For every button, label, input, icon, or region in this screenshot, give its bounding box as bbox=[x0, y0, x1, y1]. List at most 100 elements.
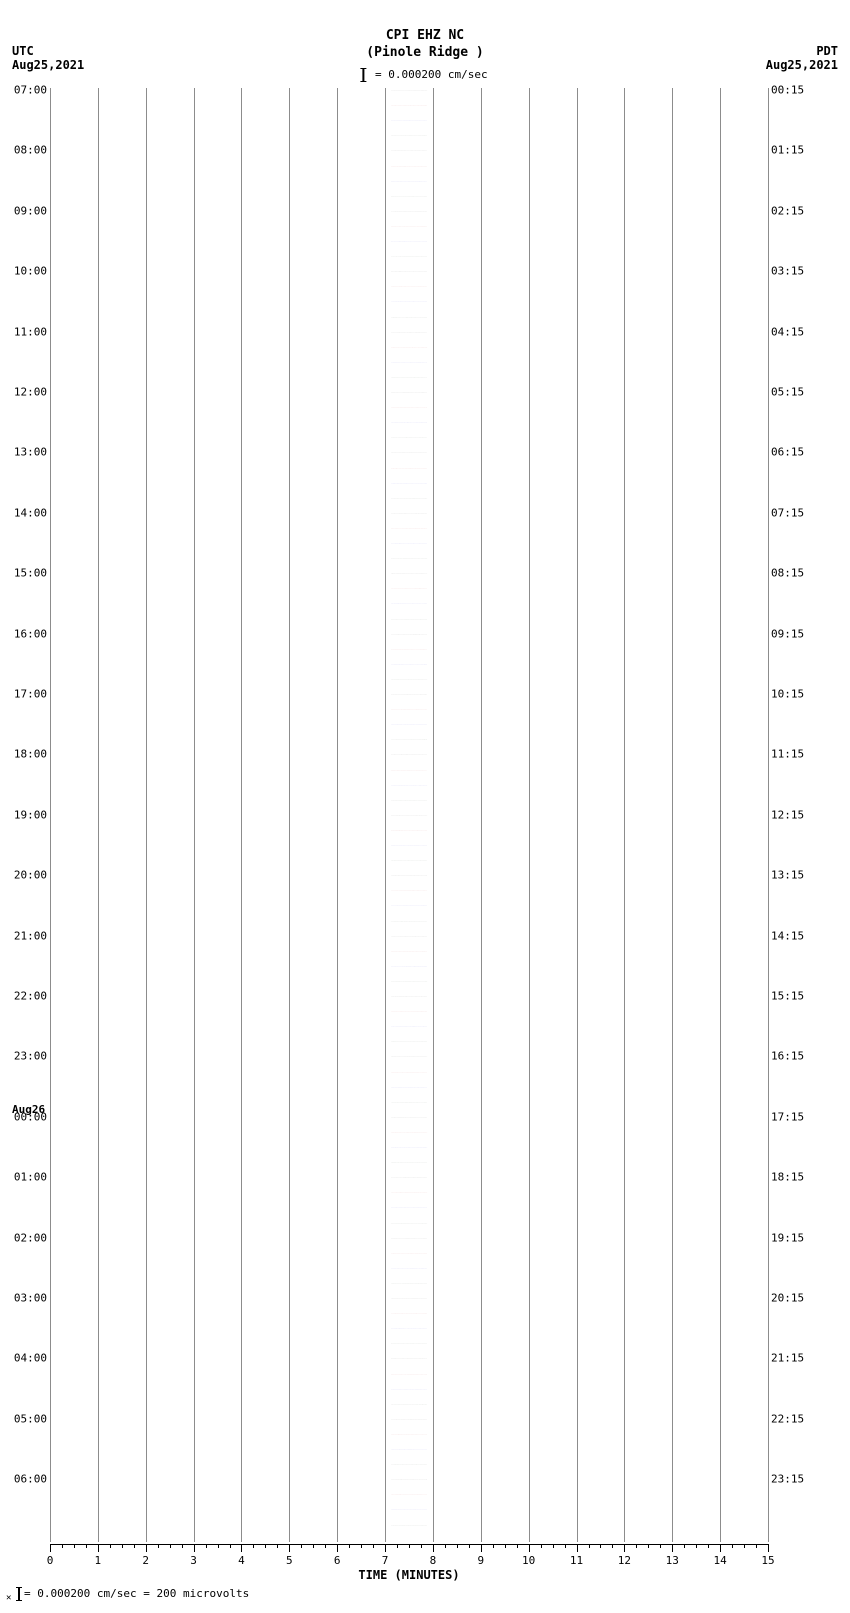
x-tick bbox=[98, 1544, 99, 1552]
time-label-utc: 18:00 bbox=[14, 748, 47, 761]
header: CPI EHZ NC (Pinole Ridge ) bbox=[0, 28, 850, 62]
seismic-trace bbox=[50, 120, 768, 121]
x-tick-label: 13 bbox=[666, 1554, 679, 1567]
footer-scale: ✕ = 0.000200 cm/sec = 200 microvolts bbox=[6, 1587, 249, 1603]
seismic-trace bbox=[50, 1102, 768, 1103]
x-tick-minor bbox=[361, 1544, 362, 1548]
seismic-trace bbox=[50, 347, 768, 348]
x-tick bbox=[720, 1544, 721, 1552]
time-label-utc: 22:00 bbox=[14, 990, 47, 1003]
x-tick-minor bbox=[696, 1544, 697, 1548]
seismic-trace bbox=[50, 377, 768, 378]
time-label-utc: 16:00 bbox=[14, 627, 47, 640]
seismic-trace bbox=[50, 1268, 768, 1269]
x-axis-title: TIME (MINUTES) bbox=[358, 1568, 459, 1582]
seismic-trace bbox=[50, 815, 768, 816]
seismic-trace bbox=[50, 1328, 768, 1329]
time-label-utc: 07:00 bbox=[14, 84, 47, 97]
x-tick-minor bbox=[206, 1544, 207, 1548]
x-tick-minor bbox=[409, 1544, 410, 1548]
x-tick-minor bbox=[86, 1544, 87, 1548]
seismic-trace bbox=[50, 1464, 768, 1465]
seismic-trace bbox=[50, 211, 768, 212]
x-tick-label: 2 bbox=[142, 1554, 149, 1567]
x-tick-minor bbox=[756, 1544, 757, 1548]
seismic-trace bbox=[50, 770, 768, 771]
seismic-trace bbox=[50, 1358, 768, 1359]
tz-right: PDT bbox=[816, 44, 838, 58]
x-tick-label: 4 bbox=[238, 1554, 245, 1567]
seismic-trace bbox=[50, 921, 768, 922]
time-label-utc: 13:00 bbox=[14, 446, 47, 459]
seismic-trace bbox=[50, 845, 768, 846]
seismic-trace bbox=[50, 1162, 768, 1163]
time-label-utc: 21:00 bbox=[14, 929, 47, 942]
x-tick-minor bbox=[684, 1544, 685, 1548]
seismic-trace bbox=[50, 890, 768, 891]
seismic-trace bbox=[50, 1404, 768, 1405]
x-tick-minor bbox=[600, 1544, 601, 1548]
seismic-trace bbox=[50, 362, 768, 363]
x-tick-minor bbox=[230, 1544, 231, 1548]
seismic-trace bbox=[50, 256, 768, 257]
time-label-pdt: 14:15 bbox=[771, 929, 804, 942]
time-label-pdt: 21:15 bbox=[771, 1352, 804, 1365]
seismic-trace bbox=[50, 301, 768, 302]
time-label-utc: 15:00 bbox=[14, 567, 47, 580]
seismic-trace bbox=[50, 966, 768, 967]
x-tick-label: 7 bbox=[382, 1554, 389, 1567]
seismic-trace bbox=[50, 332, 768, 333]
amplitude-scale: = 0.000200 cm/sec bbox=[362, 68, 487, 82]
x-tick-minor bbox=[732, 1544, 733, 1548]
seismic-trace bbox=[50, 1434, 768, 1435]
x-tick-label: 9 bbox=[477, 1554, 484, 1567]
seismic-trace bbox=[50, 603, 768, 604]
x-tick-minor bbox=[457, 1544, 458, 1548]
seismic-trace bbox=[50, 754, 768, 755]
time-label-pdt: 13:15 bbox=[771, 869, 804, 882]
x-tick-minor bbox=[445, 1544, 446, 1548]
footer-text: = 0.000200 cm/sec = 200 microvolts bbox=[24, 1587, 249, 1600]
seismic-trace bbox=[50, 1147, 768, 1148]
time-label-pdt: 03:15 bbox=[771, 265, 804, 278]
x-tick-label: 0 bbox=[47, 1554, 54, 1567]
seismic-trace bbox=[50, 739, 768, 740]
x-tick-minor bbox=[134, 1544, 135, 1548]
x-tick-minor bbox=[469, 1544, 470, 1548]
x-tick bbox=[337, 1544, 338, 1552]
seismic-trace bbox=[50, 1298, 768, 1299]
seismic-trace bbox=[50, 1374, 768, 1375]
seismic-trace bbox=[50, 860, 768, 861]
seismic-trace bbox=[50, 1132, 768, 1133]
seismic-trace bbox=[50, 392, 768, 393]
seismic-trace bbox=[50, 166, 768, 167]
time-label-pdt: 09:15 bbox=[771, 627, 804, 640]
x-tick bbox=[768, 1544, 769, 1552]
time-label-utc: 05:00 bbox=[14, 1412, 47, 1425]
time-label-pdt: 08:15 bbox=[771, 567, 804, 580]
time-label-utc: 10:00 bbox=[14, 265, 47, 278]
time-label-pdt: 23:15 bbox=[771, 1473, 804, 1486]
x-tick-label: 14 bbox=[714, 1554, 727, 1567]
x-tick bbox=[385, 1544, 386, 1552]
x-tick-minor bbox=[636, 1544, 637, 1548]
date-right: Aug25,2021 bbox=[766, 58, 838, 72]
seismic-trace bbox=[50, 1509, 768, 1510]
x-tick-label: 11 bbox=[570, 1554, 583, 1567]
x-tick bbox=[194, 1544, 195, 1552]
seismic-trace bbox=[50, 951, 768, 952]
x-tick bbox=[50, 1544, 51, 1552]
x-axis: TIME (MINUTES) 0123456789101112131415 bbox=[50, 1544, 768, 1574]
seismic-trace bbox=[50, 981, 768, 982]
seismic-trace bbox=[50, 1026, 768, 1027]
seismic-trace bbox=[50, 1223, 768, 1224]
seismic-trace bbox=[50, 241, 768, 242]
x-tick-minor bbox=[517, 1544, 518, 1548]
scale-bar-icon bbox=[362, 68, 364, 82]
seismic-trace bbox=[50, 1177, 768, 1178]
time-label-pdt: 00:15 bbox=[771, 84, 804, 97]
time-label-utc: 06:00 bbox=[14, 1473, 47, 1486]
seismic-trace bbox=[50, 1313, 768, 1314]
seismic-trace bbox=[50, 468, 768, 469]
time-label-utc: 19:00 bbox=[14, 808, 47, 821]
